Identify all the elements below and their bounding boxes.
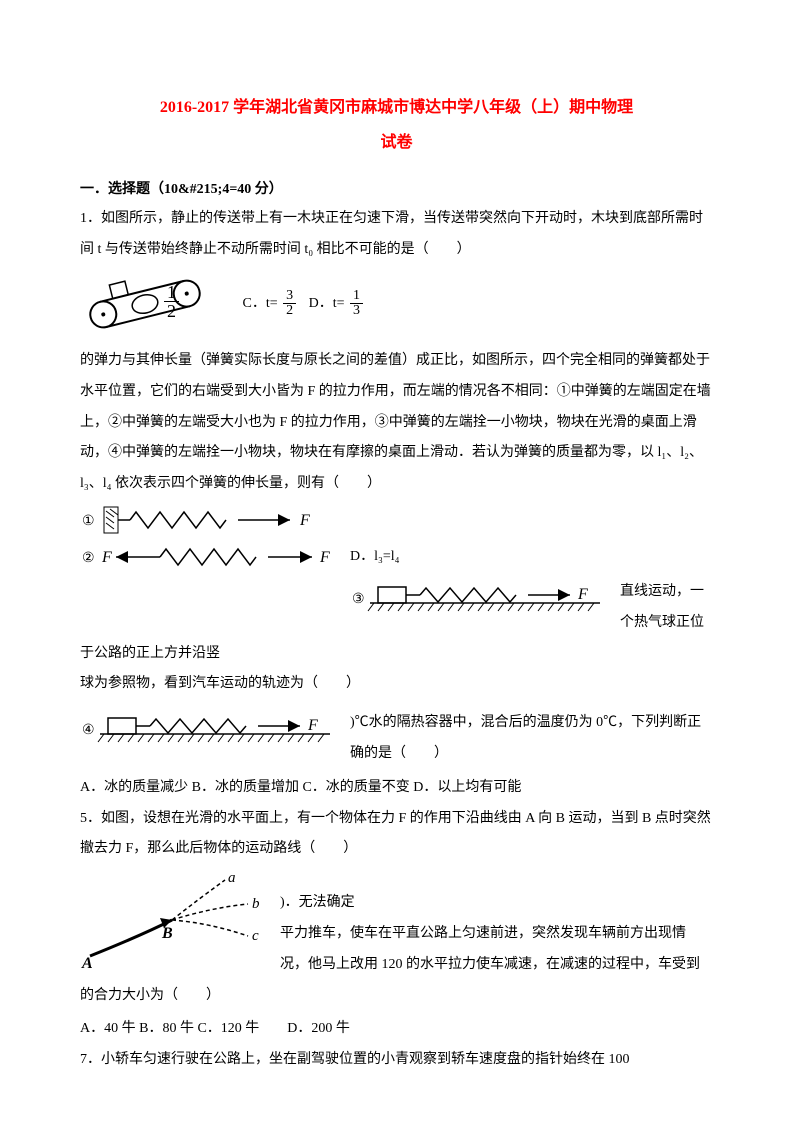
- spring-diagrams-block: ① F ② F: [80, 503, 713, 773]
- svg-text:a: a: [228, 870, 236, 886]
- question-5-text: 5．如图，设想在光滑的水平面上，有一个物体在力 F 的作用下沿曲线由 A 向 B…: [80, 804, 713, 866]
- q1-option-c-fraction: 3 2: [283, 289, 296, 318]
- spring-row-1: ① F: [80, 503, 713, 537]
- q1-option-d-prefix: D．t=: [309, 296, 345, 311]
- fig-one-half-fraction: 1 2: [164, 283, 179, 320]
- question-4-fragment: )℃水的隔热容器中，混合后的温度仍为 0℃，下列判断正确的是（ ）: [350, 715, 701, 761]
- spring-row-2: ② F F D．l₃=l₄: [80, 540, 713, 574]
- question-2-text: 的弹力与其伸长量（弹簧实际长度与原长之间的差值）成正比，如图所示，四个完全相同的…: [80, 346, 713, 500]
- exam-title: 2016-2017 学年湖北省黄冈市麻城市博达中学八年级（上）期中物理 试卷: [80, 90, 713, 160]
- spring-1-label-icon: ①: [82, 514, 95, 529]
- question-5-figure-row: A B a b c )．无法确定 平力推车，使车在平直公路上匀速前进，突然发现车…: [80, 868, 713, 1011]
- spring-diagram-3: ③: [350, 577, 610, 617]
- spring-row-3: ③: [80, 577, 713, 700]
- conveyor-belt-figure: [80, 269, 210, 339]
- question-6-options: A．40 牛 B．80 牛 C．120 牛 D．200 牛: [80, 1014, 713, 1045]
- q5-option-d: )．无法确定: [280, 888, 355, 919]
- spring-diagram-1: ① F: [80, 503, 320, 537]
- q1-option-d-fraction: 1 3: [350, 289, 363, 318]
- spring-diagram-4: ④: [80, 708, 340, 748]
- title-line-1: 2016-2017 学年湖北省黄冈市麻城市博达中学八年级（上）期中物理: [80, 90, 713, 125]
- question-1-text: 1．如图所示，静止的传送带上有一木块正在匀速下滑，当传送带突然向下开动时，木块到…: [80, 204, 713, 266]
- q2-option-d: D．l₃=l₄: [350, 549, 400, 564]
- section-1-heading: 一．选择题（10&#215;4=40 分）: [80, 178, 713, 198]
- svg-text:③: ③: [352, 592, 365, 607]
- svg-text:B: B: [161, 925, 173, 942]
- spring-row-4: ④: [80, 708, 713, 770]
- svg-text:F: F: [101, 549, 112, 566]
- svg-text:A: A: [81, 955, 93, 968]
- title-line-2: 试卷: [80, 125, 713, 160]
- spring-diagram-2: ② F F: [80, 540, 340, 574]
- svg-text:F: F: [299, 512, 310, 529]
- svg-text:F: F: [577, 586, 588, 603]
- svg-text:④: ④: [82, 723, 95, 738]
- svg-text:b: b: [252, 896, 260, 912]
- exam-page: 2016-2017 学年湖北省黄冈市麻城市博达中学八年级（上）期中物理 试卷 一…: [0, 0, 793, 1122]
- question-7-text: 7．小轿车匀速行驶在公路上，坐在副驾驶位置的小青观察到轿车速度盘的指针始终在 1…: [80, 1045, 713, 1076]
- svg-text:F: F: [307, 717, 318, 734]
- svg-text:②: ②: [82, 551, 95, 566]
- question-3-fragment-2: 球为参照物，看到汽车运动的轨迹为（ ）: [80, 676, 360, 691]
- svg-text:F: F: [319, 549, 330, 566]
- q1-option-c-prefix: C．t=: [243, 296, 278, 311]
- trajectory-figure: A B a b c: [80, 868, 270, 968]
- question-4-options: A．冰的质量减少 B．冰的质量增加 C．冰的质量不变 D．以上均有可能: [80, 773, 713, 804]
- svg-text:c: c: [252, 928, 259, 944]
- question-1-figure-row: 1 2 C．t= 3 2 D．t= 1 3: [80, 269, 713, 343]
